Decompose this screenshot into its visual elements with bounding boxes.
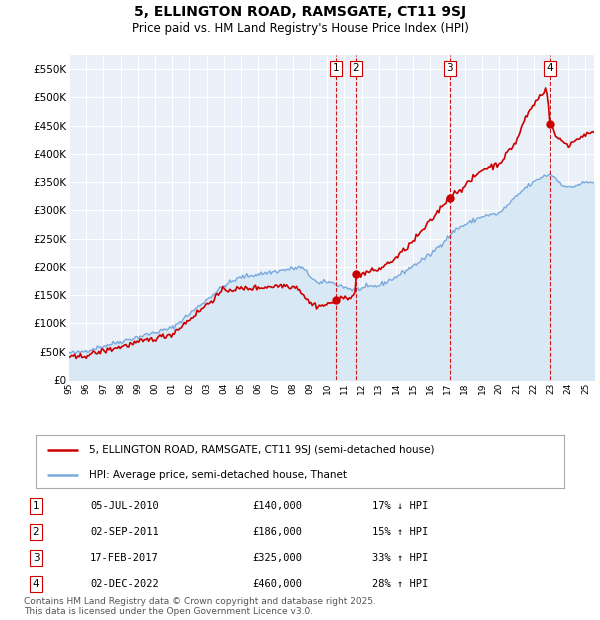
- Text: 1: 1: [332, 63, 339, 73]
- Text: 5, ELLINGTON ROAD, RAMSGATE, CT11 9SJ (semi-detached house): 5, ELLINGTON ROAD, RAMSGATE, CT11 9SJ (s…: [89, 445, 434, 455]
- Text: 1: 1: [32, 501, 40, 511]
- Text: Contains HM Land Registry data © Crown copyright and database right 2025.
This d: Contains HM Land Registry data © Crown c…: [24, 596, 376, 616]
- Text: 17-FEB-2017: 17-FEB-2017: [90, 553, 159, 563]
- Text: 33% ↑ HPI: 33% ↑ HPI: [372, 553, 428, 563]
- Text: 3: 3: [446, 63, 453, 73]
- Text: 5, ELLINGTON ROAD, RAMSGATE, CT11 9SJ: 5, ELLINGTON ROAD, RAMSGATE, CT11 9SJ: [134, 5, 466, 19]
- Text: 4: 4: [32, 579, 40, 589]
- Text: 02-DEC-2022: 02-DEC-2022: [90, 579, 159, 589]
- Text: £140,000: £140,000: [252, 501, 302, 511]
- Text: £325,000: £325,000: [252, 553, 302, 563]
- Text: HPI: Average price, semi-detached house, Thanet: HPI: Average price, semi-detached house,…: [89, 470, 347, 480]
- Text: 4: 4: [546, 63, 553, 73]
- Text: 17% ↓ HPI: 17% ↓ HPI: [372, 501, 428, 511]
- Text: 28% ↑ HPI: 28% ↑ HPI: [372, 579, 428, 589]
- Text: 15% ↑ HPI: 15% ↑ HPI: [372, 527, 428, 537]
- Text: 2: 2: [32, 527, 40, 537]
- Text: Price paid vs. HM Land Registry's House Price Index (HPI): Price paid vs. HM Land Registry's House …: [131, 22, 469, 35]
- Text: 2: 2: [353, 63, 359, 73]
- Text: £186,000: £186,000: [252, 527, 302, 537]
- Text: 05-JUL-2010: 05-JUL-2010: [90, 501, 159, 511]
- Text: £460,000: £460,000: [252, 579, 302, 589]
- Text: 3: 3: [32, 553, 40, 563]
- Text: 02-SEP-2011: 02-SEP-2011: [90, 527, 159, 537]
